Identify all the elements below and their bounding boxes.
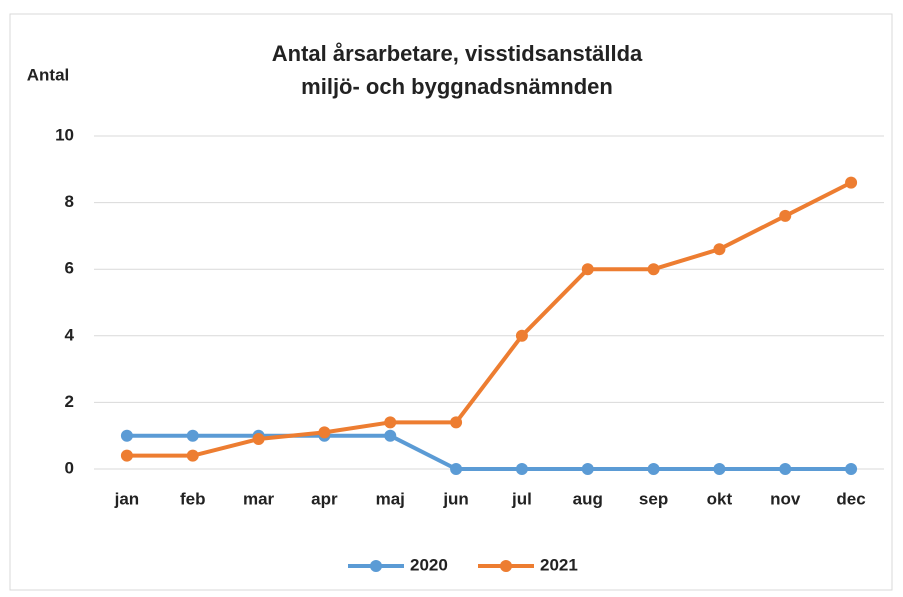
data-point — [252, 433, 265, 446]
chart-title: Antal årsarbetare, visstidsanställda — [272, 41, 643, 66]
data-point — [845, 176, 858, 189]
data-point — [515, 463, 528, 475]
y-tick-label: 10 — [55, 125, 74, 144]
series-line — [126, 433, 852, 471]
data-point — [713, 463, 726, 475]
data-point — [186, 429, 199, 442]
data-point — [450, 416, 463, 429]
data-point — [384, 416, 397, 429]
x-tick-label: feb — [180, 489, 206, 508]
x-tick-label: maj — [376, 489, 405, 508]
data-point — [515, 329, 528, 342]
legend-marker — [500, 560, 512, 572]
data-point — [581, 463, 594, 475]
y-tick-label: 0 — [65, 458, 74, 477]
data-point — [713, 243, 726, 256]
x-tick-label: apr — [311, 489, 338, 508]
x-tick-label: dec — [836, 489, 865, 508]
chart-title: miljö- och byggnadsnämnden — [301, 74, 613, 99]
y-tick-label: 2 — [65, 392, 74, 411]
y-tick-label: 4 — [65, 325, 75, 344]
legend-label: 2020 — [410, 555, 448, 574]
y-tick-label: 8 — [65, 192, 74, 211]
legend-label: 2021 — [540, 555, 578, 574]
data-point — [384, 429, 397, 442]
x-tick-label: jan — [114, 489, 140, 508]
data-point — [120, 449, 133, 462]
data-point — [120, 429, 133, 442]
series-line — [126, 180, 852, 458]
x-tick-label: sep — [639, 489, 668, 508]
x-tick-label: jul — [511, 489, 532, 508]
data-point — [779, 463, 792, 475]
data-point — [845, 463, 858, 475]
data-point — [186, 449, 199, 462]
x-tick-label: nov — [770, 489, 801, 508]
data-point — [581, 263, 594, 276]
data-point — [647, 263, 660, 276]
y-axis-label: Antal — [27, 65, 70, 84]
data-point — [318, 426, 331, 439]
legend-marker — [370, 560, 382, 572]
x-tick-label: jun — [442, 489, 469, 508]
chart-border — [9, 13, 893, 591]
y-tick-label: 6 — [65, 259, 74, 278]
x-tick-label: mar — [243, 489, 275, 508]
data-point — [779, 209, 792, 222]
x-tick-label: aug — [573, 489, 603, 508]
x-tick-label: okt — [707, 489, 733, 508]
data-point — [450, 463, 463, 475]
data-point — [647, 463, 660, 475]
